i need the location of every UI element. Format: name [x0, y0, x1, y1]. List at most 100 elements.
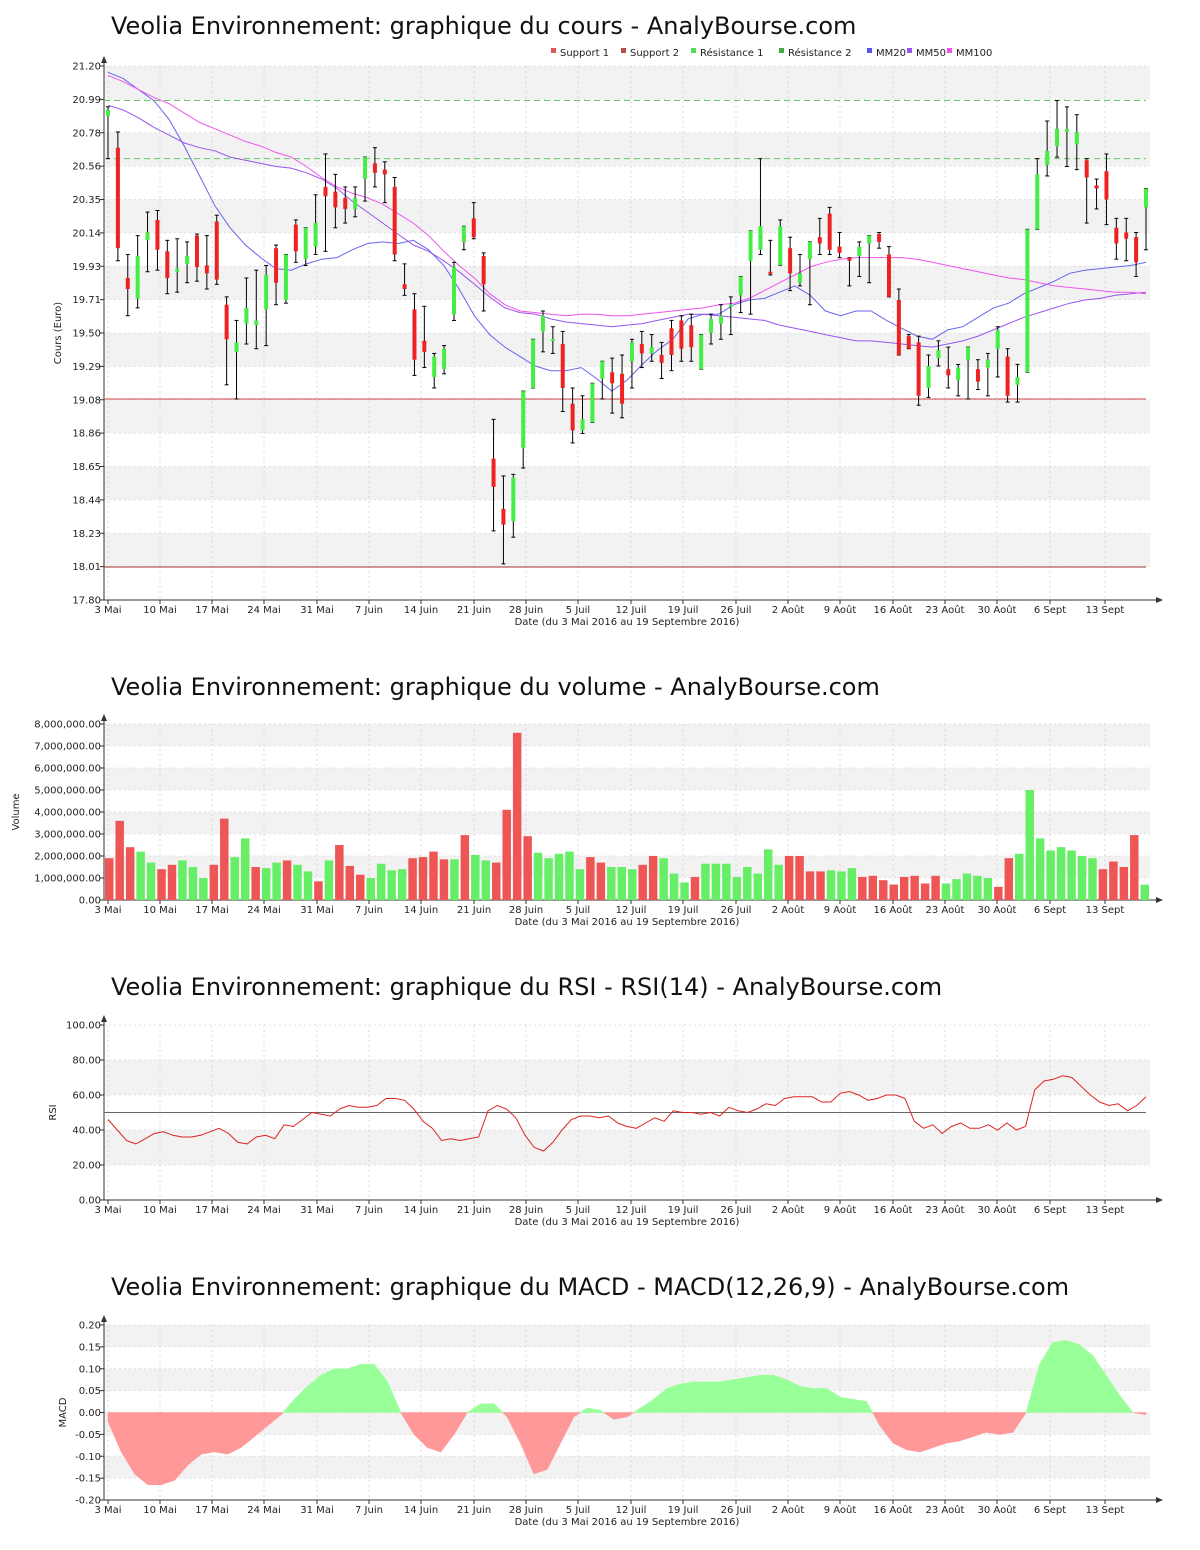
legend-swatch [947, 48, 952, 53]
volume-bar [261, 868, 271, 900]
candle-body [600, 361, 605, 379]
macd-area-positive [282, 1398, 295, 1413]
volume-bar [994, 886, 1003, 900]
y-tick-label: 20.99 [72, 95, 101, 106]
volume-bar [920, 883, 930, 900]
candle-body [916, 342, 921, 396]
volume-bar [1004, 858, 1014, 900]
x-tick-label: 23 Août [926, 604, 965, 616]
volume-bar [1088, 858, 1097, 900]
x-axis-title: Date (du 3 Mai 2016 au 19 Septembre 2016… [515, 1217, 740, 1228]
volume-bar [659, 858, 668, 900]
macd-area-negative [227, 1412, 242, 1455]
x-tick-label: 12 Juil [616, 605, 647, 616]
candle-body [323, 186, 328, 197]
volume-bar [952, 879, 961, 900]
macd-area-positive [719, 1379, 734, 1413]
mm50-line [107, 104, 1147, 348]
volume-bar [931, 875, 940, 900]
grid-band [104, 856, 1150, 878]
candle-body [768, 271, 773, 274]
x-tick-label: 12 Juil [616, 1205, 647, 1216]
macd-area-positive [387, 1381, 402, 1413]
volume-bar [1098, 869, 1108, 900]
x-tick-label: 24 Mai [247, 1505, 280, 1516]
candle-body [689, 325, 694, 348]
y-tick-label: 40.00 [72, 1126, 101, 1137]
macd-area-positive [653, 1387, 668, 1413]
volume-bar [784, 856, 794, 900]
macd-area-negative [892, 1412, 907, 1451]
x-tick-label: 17 Mai [195, 605, 228, 616]
volume-bar [638, 864, 647, 900]
volume-bar [460, 835, 470, 900]
volume-bar [523, 836, 532, 900]
x-tick-label: 7 Juin [355, 1205, 383, 1216]
x-tick-label: 12 Juil [616, 1505, 647, 1516]
macd-area-positive [759, 1375, 774, 1413]
candle-body [1134, 237, 1139, 263]
grid-band [104, 266, 1150, 300]
candle-body [946, 369, 951, 376]
volume-bar [868, 875, 878, 900]
candle-body [995, 329, 1000, 349]
x-tick-label: 12 Juil [616, 905, 647, 916]
candle-body [966, 347, 971, 360]
macd-area-positive [706, 1381, 721, 1413]
candle-body [521, 391, 526, 448]
volume-bar [471, 854, 480, 900]
volume-bar [879, 880, 888, 900]
macd-area-positive [839, 1396, 854, 1413]
y-tick-label: 0.00 [79, 1408, 101, 1419]
x-tick-label: 26 Juil [721, 1205, 752, 1216]
volume-bar [146, 862, 156, 900]
candle-body [135, 256, 140, 299]
macd-area-negative [280, 1412, 284, 1416]
volume-bar [899, 876, 909, 900]
y-tick-label: 3,000,000.00 [34, 830, 101, 841]
candle-body [115, 147, 120, 249]
y-tick-label: 21.20 [72, 62, 101, 73]
candle-body [886, 254, 891, 297]
chart-title: Veolia Environnement: graphique du RSI -… [111, 973, 942, 1001]
y-tick-label: 6,000,000.00 [34, 764, 101, 775]
x-tick-label: 13 Sept [1086, 605, 1125, 616]
candle-body [501, 508, 506, 525]
macd-area-positive [586, 1407, 601, 1413]
volume-bar [167, 864, 177, 900]
candle-body [847, 257, 852, 261]
x-tick-label: 28 Juin [509, 1205, 543, 1216]
x-tick-label: 14 Juin [404, 1505, 438, 1516]
candle-body [1055, 128, 1060, 147]
macd-area-positive [866, 1400, 874, 1413]
macd-area-positive [693, 1381, 708, 1413]
candle-body [1124, 232, 1129, 239]
volume-bar [774, 864, 783, 900]
volume-bar [105, 858, 114, 900]
candle-body [699, 334, 704, 370]
volume-bar [272, 862, 281, 900]
y-tick-label: 19.08 [72, 395, 101, 406]
x-tick-label: 19 Juil [668, 905, 699, 916]
macd-area-positive [733, 1377, 748, 1413]
volume-bar [492, 862, 501, 900]
chart-title: Veolia Environnement: graphique du cours… [111, 12, 856, 40]
volume-bar [209, 864, 219, 900]
x-tick-label: 14 Juin [404, 605, 438, 616]
x-tick-label: 10 Mai [143, 905, 176, 916]
candle-body [293, 224, 298, 252]
candle-body [1015, 376, 1020, 385]
candle-body [155, 219, 160, 250]
y-axis-title: Volume [11, 793, 22, 830]
x-axis-arrow [1156, 897, 1163, 903]
candle-body [461, 226, 466, 242]
macd-area-positive [600, 1409, 605, 1413]
candle-body [1064, 128, 1069, 132]
x-tick-label: 9 Août [824, 604, 857, 616]
x-tick-label: 16 Août [874, 1204, 913, 1216]
x-tick-label: 30 Août [978, 904, 1017, 916]
candle-body [857, 246, 862, 257]
volume-bar [240, 838, 250, 900]
volume-bar [293, 864, 302, 900]
candle-body [343, 197, 348, 209]
